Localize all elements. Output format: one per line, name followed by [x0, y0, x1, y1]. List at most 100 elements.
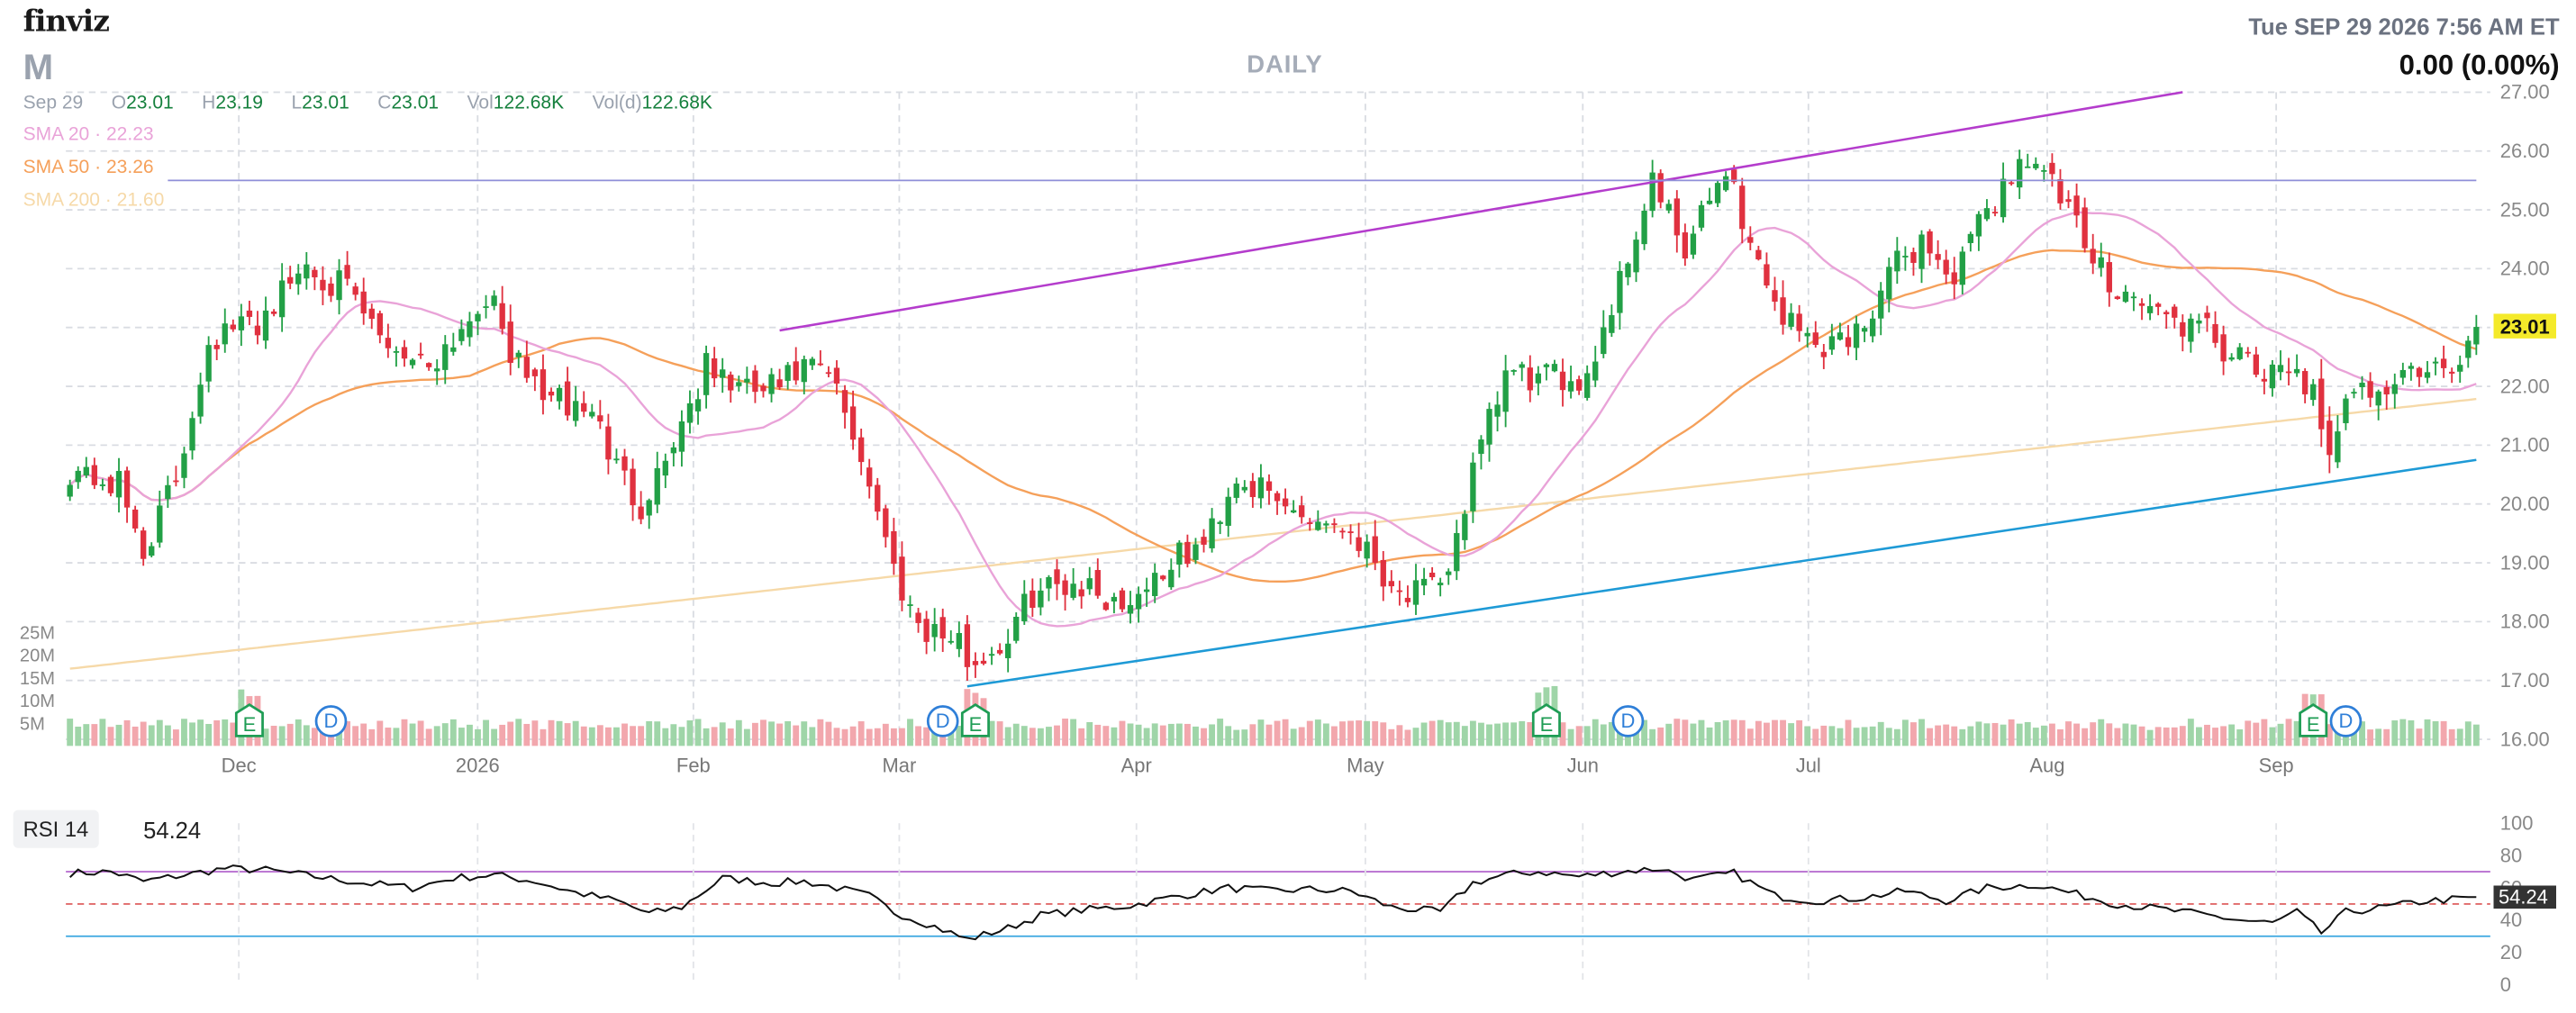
volume-bar — [1575, 726, 1583, 746]
earnings-badge-shape — [960, 703, 990, 737]
volume-bar — [1608, 721, 1615, 746]
candle-body — [67, 484, 73, 497]
volume-bar — [1812, 728, 1819, 746]
candle-body — [1038, 590, 1044, 608]
earnings-marker[interactable]: E — [1531, 703, 1561, 737]
candle-body — [499, 303, 505, 330]
rsi-value-badge-label: 54.24 — [2499, 886, 2548, 909]
volume-bar — [1265, 724, 1273, 746]
volume-bar — [743, 728, 750, 746]
volume-bar — [915, 726, 921, 746]
candle-body — [809, 358, 815, 366]
finviz-logo[interactable]: finviz — [23, 5, 110, 40]
volume-bars — [67, 685, 2480, 746]
trendline-lower[interactable] — [966, 458, 2477, 688]
price-change: 0.00 (0.00%) — [2399, 49, 2560, 81]
candle-body — [360, 291, 367, 314]
date-tick-label: Feb — [676, 755, 711, 777]
rsi-indicator-label[interactable]: RSI 14 — [13, 809, 99, 848]
candle-body — [1617, 270, 1623, 313]
candle-body — [760, 385, 766, 392]
dividend-marker[interactable]: D — [2329, 705, 2363, 737]
volume-bar — [1429, 720, 1436, 746]
volume-bar — [1159, 725, 1166, 746]
candle-body — [1706, 200, 1713, 204]
candle-body — [825, 372, 832, 375]
volume-bar — [2016, 723, 2023, 746]
price-tick-label: 18.00 — [2500, 611, 2550, 633]
candle-body — [1983, 208, 1991, 220]
date-tick-label: Aug — [2029, 755, 2064, 777]
candle-body — [1804, 332, 1810, 337]
sma-50-legend[interactable]: SMA 50 · 23.26 — [23, 158, 154, 178]
dividend-marker[interactable]: D — [926, 705, 959, 737]
candle-body — [515, 352, 522, 357]
candle-body — [1739, 185, 1746, 230]
candle-body — [75, 470, 81, 483]
volume-bar — [1893, 728, 1900, 746]
sma-200-legend[interactable]: SMA 200 · 21.60 — [23, 191, 165, 212]
candle-body — [996, 649, 1003, 654]
candle-body — [417, 353, 424, 356]
candle-body — [385, 338, 392, 348]
date-tick-label: May — [1347, 755, 1383, 777]
volume-bar — [1004, 727, 1011, 746]
candle-body — [678, 421, 685, 452]
volume-bar — [1519, 720, 1526, 746]
volume-bar — [727, 728, 734, 746]
candle-body — [1486, 409, 1492, 445]
date-tick-label: 2026 — [456, 755, 500, 777]
candle-body — [1796, 313, 1802, 331]
dividend-marker[interactable]: D — [1611, 705, 1645, 737]
rsi-line — [69, 864, 2477, 941]
candle-body — [711, 358, 718, 379]
candle-body — [833, 367, 840, 384]
ohlc-dollar-volume-value: 122.68K — [641, 94, 712, 114]
candle-body — [115, 471, 122, 498]
candle-body — [270, 311, 277, 314]
sma-20-legend[interactable]: SMA 20 · 22.23 — [23, 124, 154, 145]
candle-body — [1559, 371, 1566, 391]
volume-bar — [2399, 719, 2407, 746]
sma-50-line — [68, 249, 2477, 583]
volume-bar — [1845, 719, 1852, 746]
volume-bar — [760, 719, 766, 746]
volume-bar — [2212, 728, 2218, 746]
candle-body — [1918, 234, 1925, 269]
earnings-marker[interactable]: E — [960, 703, 990, 737]
candle-body — [1054, 569, 1060, 584]
last-price-label: 23.01 — [2500, 315, 2550, 338]
volume-bar — [1437, 719, 1444, 746]
candle-body — [1853, 323, 1860, 348]
volume-bar — [1828, 726, 1836, 746]
dividend-marker[interactable]: D — [314, 705, 348, 737]
volume-bar — [1453, 721, 1460, 746]
earnings-marker[interactable]: E — [2299, 703, 2328, 737]
candle-body — [597, 415, 603, 422]
volume-bar — [1738, 719, 1746, 746]
volume-bar — [2285, 719, 2292, 746]
volume-bar — [303, 725, 310, 746]
candle-body — [1698, 204, 1705, 228]
candle-body — [2122, 291, 2129, 303]
volume-bar — [1746, 728, 1754, 746]
earnings-marker[interactable]: E — [234, 703, 264, 737]
date-tick-label: Mar — [883, 755, 917, 777]
trendline-upper[interactable] — [779, 91, 2183, 332]
volume-bar — [376, 720, 384, 746]
volume-bar — [1241, 729, 1248, 746]
candle-body — [1820, 351, 1827, 357]
timeframe-label: DAILY — [1247, 50, 1323, 79]
candle-body — [1193, 544, 1199, 560]
volume-bar — [2138, 726, 2145, 746]
candle-body — [1943, 259, 1949, 275]
candle-body — [1201, 537, 1207, 545]
volume-bar — [1698, 719, 1705, 746]
volume-bar — [2195, 727, 2202, 746]
candle-body — [1510, 370, 1517, 372]
candle-body — [2025, 166, 2031, 168]
volume-bar — [2416, 728, 2423, 746]
volume-bar — [1755, 720, 1762, 746]
volume-bar — [1420, 722, 1428, 746]
